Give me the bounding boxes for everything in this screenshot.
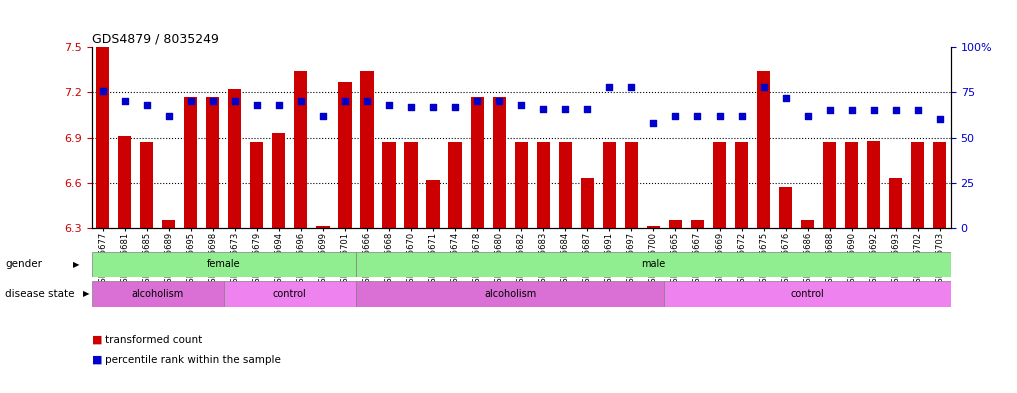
Point <box>557 105 574 112</box>
Bar <box>779 187 792 228</box>
Point <box>183 98 199 105</box>
Point <box>601 84 617 90</box>
Bar <box>845 142 858 228</box>
Point <box>447 104 464 110</box>
Bar <box>316 226 330 228</box>
Bar <box>92 252 356 277</box>
Point <box>646 120 662 126</box>
Point <box>249 102 265 108</box>
Bar <box>492 97 505 228</box>
Bar <box>448 142 462 228</box>
Point <box>138 102 155 108</box>
Bar <box>405 142 418 228</box>
Bar <box>757 71 770 228</box>
Bar <box>96 47 109 228</box>
Point <box>469 98 485 105</box>
Bar <box>356 252 951 277</box>
Text: ■: ■ <box>92 354 102 365</box>
Text: alcoholism: alcoholism <box>484 289 536 299</box>
Bar <box>356 281 664 307</box>
Text: ▶: ▶ <box>83 289 89 298</box>
Bar <box>382 142 396 228</box>
Bar <box>934 142 947 228</box>
Point <box>690 113 706 119</box>
Bar <box>184 97 197 228</box>
Bar <box>889 178 902 228</box>
Point <box>667 113 683 119</box>
Point <box>756 84 772 90</box>
Point <box>799 113 816 119</box>
Bar <box>515 142 528 228</box>
Text: transformed count: transformed count <box>105 335 202 345</box>
Bar <box>224 281 356 307</box>
Bar <box>669 220 682 228</box>
Point <box>293 98 309 105</box>
Point <box>822 107 838 114</box>
Text: GDS4879 / 8035249: GDS4879 / 8035249 <box>92 33 219 46</box>
Point <box>117 98 133 105</box>
Bar <box>581 178 594 228</box>
Point <box>623 84 640 90</box>
Point <box>712 113 728 119</box>
Bar <box>228 89 241 228</box>
Text: ▶: ▶ <box>73 260 79 269</box>
Bar <box>823 142 836 228</box>
Bar <box>558 142 572 228</box>
Bar <box>162 220 175 228</box>
Bar <box>868 141 881 228</box>
Point <box>403 104 419 110</box>
Point <box>204 98 221 105</box>
Bar <box>426 180 439 228</box>
Point <box>778 95 794 101</box>
Bar <box>664 281 951 307</box>
Bar <box>603 142 616 228</box>
Point <box>381 102 398 108</box>
Point <box>425 104 441 110</box>
Bar <box>691 220 704 228</box>
Point <box>932 116 948 123</box>
Text: alcoholism: alcoholism <box>131 289 184 299</box>
Point <box>888 107 904 114</box>
Bar <box>273 133 286 228</box>
Text: percentile rank within the sample: percentile rank within the sample <box>105 354 281 365</box>
Point <box>337 98 353 105</box>
Bar <box>911 142 924 228</box>
Point <box>95 87 111 94</box>
Bar <box>206 97 220 228</box>
Bar <box>471 97 484 228</box>
Point <box>315 113 332 119</box>
Text: gender: gender <box>5 259 42 269</box>
Bar <box>735 142 749 228</box>
Point <box>359 98 375 105</box>
Point <box>580 105 596 112</box>
Bar <box>118 136 131 228</box>
Bar <box>250 142 263 228</box>
Point <box>844 107 860 114</box>
Point <box>535 105 551 112</box>
Bar <box>360 71 373 228</box>
Text: ■: ■ <box>92 335 102 345</box>
Bar <box>294 71 307 228</box>
Point <box>733 113 750 119</box>
Point <box>161 113 177 119</box>
Point <box>491 98 507 105</box>
Bar <box>647 226 660 228</box>
Bar <box>713 142 726 228</box>
Text: disease state: disease state <box>5 289 74 299</box>
Text: female: female <box>206 259 241 269</box>
Bar <box>140 142 154 228</box>
Point <box>271 102 287 108</box>
Point <box>910 107 926 114</box>
Point <box>227 98 243 105</box>
Bar <box>537 142 550 228</box>
Text: male: male <box>642 259 665 269</box>
Bar <box>801 220 815 228</box>
Point <box>514 102 530 108</box>
Text: control: control <box>791 289 825 299</box>
Bar <box>92 281 224 307</box>
Bar <box>339 82 352 228</box>
Text: control: control <box>273 289 307 299</box>
Point <box>865 107 882 114</box>
Bar <box>624 142 638 228</box>
